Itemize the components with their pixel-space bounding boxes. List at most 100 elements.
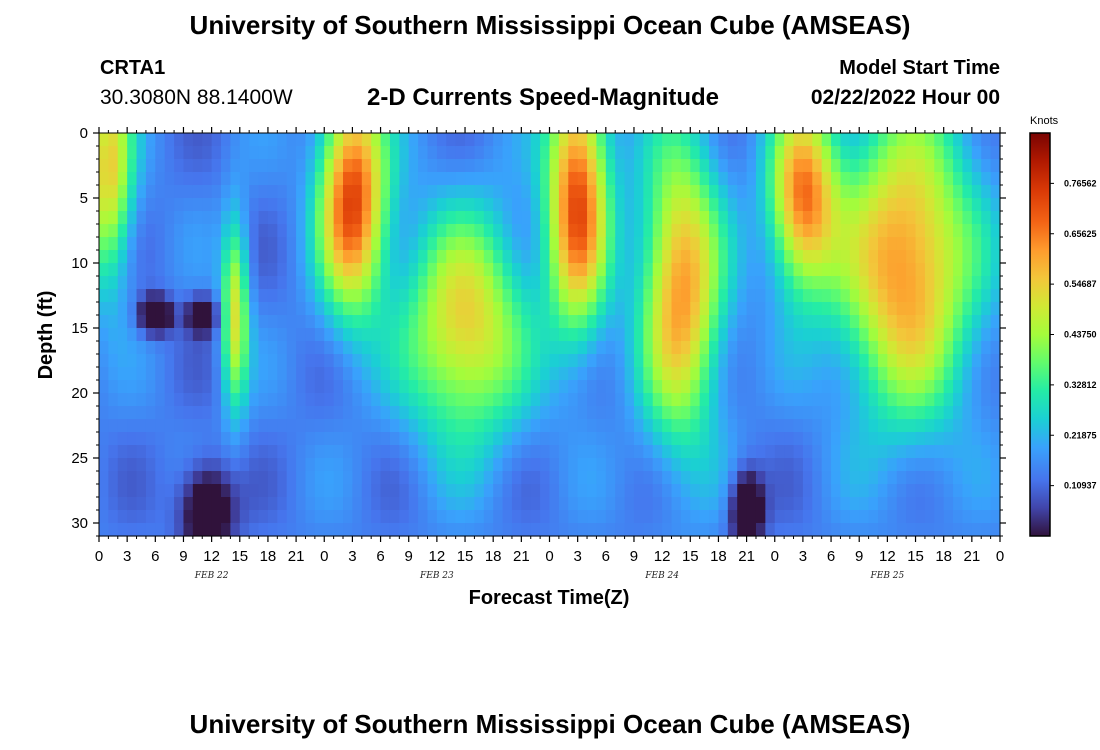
heatmap-cell: [831, 432, 842, 446]
heatmap-cell: [230, 250, 241, 264]
heatmap-cell: [408, 484, 419, 498]
heatmap-cell: [239, 276, 250, 290]
heatmap-cell: [164, 172, 175, 186]
heatmap-cell: [389, 146, 400, 160]
heatmap-cell: [145, 250, 156, 264]
heatmap-cell: [652, 445, 663, 459]
heatmap-cell: [333, 302, 344, 316]
heatmap-cell: [164, 159, 175, 173]
heatmap-cell: [286, 211, 297, 225]
heatmap-cell: [258, 276, 269, 290]
heatmap-cell: [436, 198, 447, 212]
heatmap-cell: [831, 159, 842, 173]
heatmap-cell: [877, 341, 888, 355]
heatmap-cell: [887, 471, 898, 485]
heatmap-cell: [877, 380, 888, 394]
heatmap-cell: [521, 419, 532, 433]
heatmap-cell: [849, 224, 860, 238]
heatmap-cell: [211, 328, 222, 342]
heatmap-cell: [755, 380, 766, 394]
heatmap-cell: [493, 159, 504, 173]
heatmap-cell: [981, 185, 992, 199]
heatmap-cell: [821, 419, 832, 433]
heatmap-cell: [155, 315, 166, 329]
heatmap-cell: [221, 341, 231, 355]
heatmap-cell: [371, 471, 382, 485]
heatmap-cell: [267, 198, 278, 212]
x-tick-label: 15: [231, 548, 248, 565]
heatmap-cell: [981, 172, 992, 186]
heatmap-cell: [145, 328, 156, 342]
heatmap-cell: [718, 406, 729, 420]
heatmap-cell: [624, 523, 635, 537]
heatmap-cell: [596, 328, 607, 342]
heatmap-cell: [662, 432, 673, 446]
heatmap-cell: [755, 523, 766, 537]
heatmap-cell: [680, 211, 691, 225]
heatmap-cell: [145, 510, 156, 524]
heatmap-cell: [483, 276, 494, 290]
heatmap-cell: [680, 393, 691, 407]
heatmap-cell: [896, 159, 907, 173]
heatmap-cell: [352, 276, 363, 290]
heatmap-cell: [887, 458, 898, 472]
heatmap-cell: [455, 497, 466, 511]
heatmap-cell: [371, 198, 382, 212]
heatmap-cell: [127, 146, 138, 160]
heatmap-cell: [587, 211, 598, 225]
heatmap-cell: [755, 393, 766, 407]
heatmap-cell: [408, 497, 419, 511]
heatmap-cell: [493, 185, 504, 199]
heatmap-cell: [727, 523, 738, 537]
heatmap-cell: [127, 211, 138, 225]
heatmap-cell: [211, 510, 222, 524]
heatmap-cell: [821, 276, 832, 290]
heatmap-cell: [877, 471, 888, 485]
heatmap-cell: [277, 393, 288, 407]
heatmap-cell: [249, 393, 260, 407]
heatmap-cell: [671, 445, 682, 459]
heatmap-cell: [727, 380, 738, 394]
heatmap-cell: [343, 497, 354, 511]
heatmap-cell: [493, 328, 504, 342]
heatmap-cell: [314, 133, 325, 147]
heatmap-cell: [840, 133, 851, 147]
heatmap-cell: [605, 289, 616, 303]
heatmap-cell: [474, 432, 485, 446]
heatmap-cell: [802, 185, 813, 199]
heatmap-cell: [418, 406, 429, 420]
heatmap-cell: [427, 458, 438, 472]
heatmap-cell: [587, 471, 598, 485]
heatmap-cell: [155, 380, 166, 394]
heatmap-cell: [483, 289, 494, 303]
heatmap-cell: [802, 393, 813, 407]
heatmap-cell: [230, 159, 241, 173]
heatmap-cell: [877, 445, 888, 459]
heatmap-cell: [296, 211, 307, 225]
heatmap-cell: [211, 224, 222, 238]
heatmap-cell: [286, 497, 297, 511]
heatmap-cell: [324, 159, 335, 173]
heatmap-cell: [643, 250, 654, 264]
heatmap-cell: [709, 159, 720, 173]
heatmap-cell: [849, 146, 860, 160]
heatmap-cell: [924, 185, 935, 199]
heatmap-cell: [755, 471, 766, 485]
heatmap-cell: [699, 263, 710, 277]
heatmap-cell: [99, 211, 109, 225]
heatmap-cell: [802, 367, 813, 381]
heatmap-cell: [127, 497, 138, 511]
heatmap-cell: [521, 302, 532, 316]
heatmap-cell: [305, 523, 316, 537]
heatmap-cell: [221, 289, 231, 303]
heatmap-cell: [427, 367, 438, 381]
heatmap-cell: [436, 237, 447, 251]
heatmap-cell: [718, 354, 729, 368]
heatmap-cell: [737, 133, 748, 147]
heatmap-cell: [746, 367, 757, 381]
heatmap-cell: [371, 237, 382, 251]
heatmap-cell: [690, 393, 701, 407]
heatmap-cell: [896, 211, 907, 225]
heatmap-cell: [399, 367, 410, 381]
heatmap-cell: [699, 445, 710, 459]
